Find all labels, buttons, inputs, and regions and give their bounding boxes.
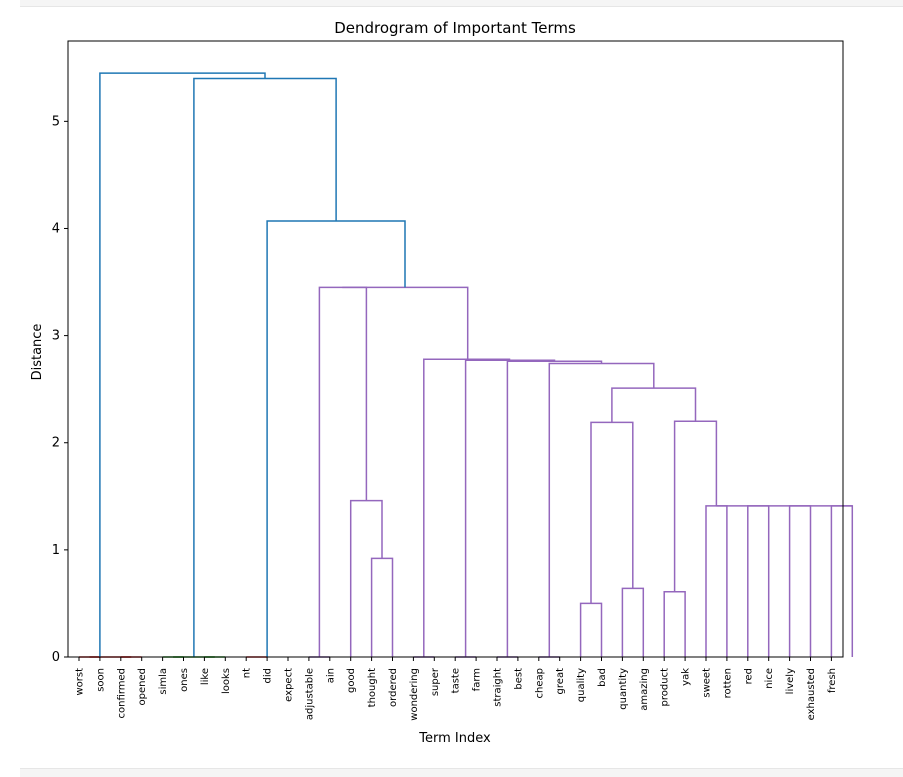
dendrogram-link-27 <box>506 360 603 657</box>
leaf-label-super: super <box>430 667 441 696</box>
y-tick-label: 3 <box>52 329 60 344</box>
leaf-label-worst: worst <box>75 668 86 696</box>
dendrogram-link-30 <box>342 286 469 360</box>
y-axis-label: Distance <box>30 324 45 381</box>
dendrogram-link-16 <box>621 587 645 657</box>
bottom-panel-strip <box>20 768 903 777</box>
leaf-label-best: best <box>513 668 524 690</box>
y-tick-label: 4 <box>52 221 60 236</box>
dendrogram-link-15 <box>579 602 603 657</box>
leaf-label-nt: nt <box>242 668 253 678</box>
leaf-label-thought: thought <box>367 668 378 707</box>
leaf-label-product: product <box>660 668 671 707</box>
dendrogram-link-8 <box>370 557 394 657</box>
leaf-label-straight: straight <box>493 668 504 707</box>
dendrogram-link-19 <box>705 505 728 657</box>
leaf-label-bad: bad <box>597 668 608 687</box>
leaf-label-looks: looks <box>221 668 232 694</box>
y-tick-label: 5 <box>52 114 60 129</box>
y-tick-label: 1 <box>52 543 60 558</box>
dendrogram-link-31 <box>266 220 406 657</box>
leaf-label-wondering: wondering <box>409 668 420 721</box>
leaf-label-confirmed: confirmed <box>116 668 127 718</box>
dendrogram-link-20 <box>747 505 770 657</box>
dendrogram-link-9 <box>349 499 383 657</box>
leaf-label-amazing: amazing <box>639 668 650 711</box>
dendrogram-link-21 <box>788 505 812 657</box>
leaf-label-lively: lively <box>785 668 796 694</box>
chart-title: Dendrogram of Important Terms <box>334 19 576 37</box>
leaf-label-ordered: ordered <box>388 668 399 707</box>
leaf-label-quantity: quantity <box>618 668 629 710</box>
leaf-label-ain: ain <box>325 668 336 683</box>
leaf-label-great: great <box>555 668 566 695</box>
dendrogram-link-29 <box>423 358 511 657</box>
leaf-label-yak: yak <box>681 668 692 686</box>
dendrogram-link-10 <box>318 286 368 657</box>
dendrogram-link-32 <box>193 77 337 657</box>
leaf-label-exhausted: exhausted <box>806 668 817 720</box>
leaf-label-rotten: rotten <box>722 668 733 698</box>
dendrogram-link-18 <box>663 590 686 657</box>
leaf-label-taste: taste <box>451 668 462 693</box>
dendrogram-link-17 <box>590 421 634 604</box>
dendrogram-link-33 <box>99 72 266 657</box>
leaf-label-adjustable: adjustable <box>304 668 315 720</box>
leaf-label-cheap: cheap <box>534 668 545 698</box>
leaf-label-red: red <box>743 668 754 684</box>
dendrogram-link-28 <box>464 359 556 657</box>
leaf-label-did: did <box>263 668 274 683</box>
leaf-label-farm: farm <box>472 668 483 691</box>
leaf-label-nice: nice <box>764 668 775 689</box>
leaf-label-opened: opened <box>137 668 148 705</box>
leaf-label-expect: expect <box>284 668 295 702</box>
leaf-label-simla: simla <box>158 668 169 695</box>
y-axis-ticks: 0 1 2 3 4 5 <box>52 114 68 665</box>
leaf-label-fresh: fresh <box>827 668 838 693</box>
leaf-label-soon: soon <box>95 668 106 692</box>
leaf-label-good: good <box>346 668 357 693</box>
dendrogram-link-25 <box>611 387 697 423</box>
dendrogram-link-22 <box>830 505 854 657</box>
y-tick-label: 2 <box>52 436 60 451</box>
leaf-label-sweet: sweet <box>702 668 713 698</box>
leaf-label-ones: ones <box>179 668 190 692</box>
x-axis-label: Term Index <box>418 731 491 746</box>
leaf-label-quality: quality <box>576 668 587 702</box>
x-axis-leaf-labels: worst soon confirmed opened simla ones like loo… <box>75 657 838 721</box>
leaf-label-like: like <box>200 668 211 685</box>
top-panel-strip <box>20 0 903 7</box>
dendrogram-links <box>79 72 854 658</box>
y-tick-label: 0 <box>52 650 60 665</box>
plot-area-frame <box>67 40 844 658</box>
